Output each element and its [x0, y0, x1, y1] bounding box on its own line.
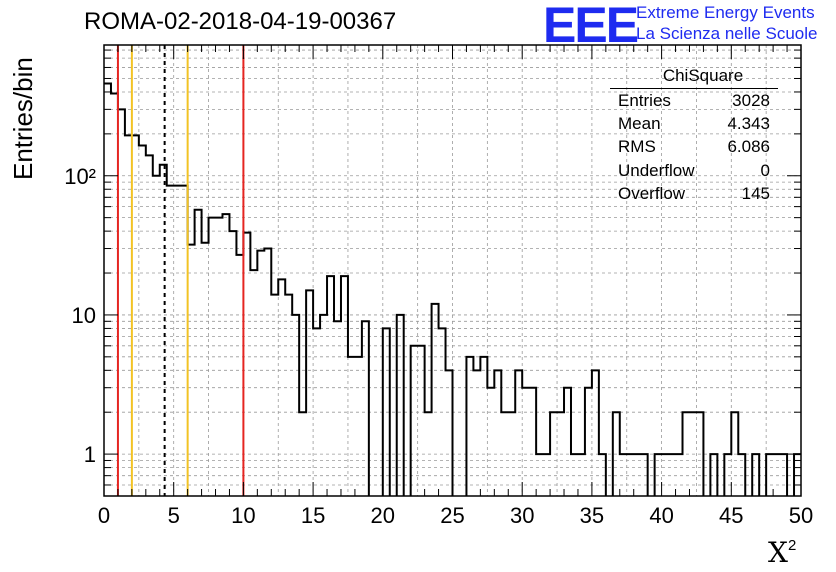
reference-lines	[116, 45, 245, 496]
logo-line-1: Extreme Energy Events	[636, 3, 815, 22]
histogram	[104, 82, 801, 496]
x-tick-label: 35	[580, 503, 604, 528]
eee-logo: EEE	[543, 0, 639, 53]
x-tick-label: 15	[301, 503, 325, 528]
stats-row: Mean 4.343	[610, 112, 778, 135]
stats-row: Entries 3028	[610, 89, 778, 112]
y-tick-label: 10	[72, 303, 96, 328]
stats-label: Underflow	[618, 160, 695, 180]
stats-value: 6.086	[727, 137, 770, 157]
y-tick-label: 1	[84, 442, 96, 467]
stats-value: 3028	[732, 91, 770, 110]
histogram-steps	[104, 82, 801, 496]
x-tick-label: 10	[231, 503, 255, 528]
stats-label: Overflow	[618, 183, 686, 203]
stats-label: Entries	[618, 91, 671, 110]
stats-value: 4.343	[727, 114, 770, 134]
stats-row: Overflow 145	[610, 182, 778, 205]
x-axis-superscript: 2	[787, 536, 797, 554]
x-tick-label: 20	[371, 503, 395, 528]
stats-value: 145	[741, 183, 770, 203]
stats-label: Mean	[618, 114, 661, 134]
stats-box: ChiSquare Entries 3028 Mean 4.343 RMS 6.…	[610, 64, 778, 205]
logo-line-2: La Scienza nelle Scuole	[636, 24, 818, 43]
stats-label: RMS	[618, 137, 656, 157]
stats-title: ChiSquare	[662, 66, 744, 85]
x-axis-label: X2	[768, 536, 796, 569]
x-tick-label: 30	[510, 503, 534, 528]
x-tick-label: 5	[168, 503, 180, 528]
chart-title: ROMA-02-2018-04-19-00367	[84, 8, 397, 35]
stats-divider	[610, 88, 778, 89]
stats-row: Underflow 0	[610, 159, 778, 182]
y-tick-label: 10²	[64, 164, 96, 189]
y-axis-label: Entries/bin	[8, 57, 38, 180]
x-tick-label: 25	[440, 503, 464, 528]
x-tick-label: 40	[649, 503, 673, 528]
x-tick-label: 50	[789, 503, 813, 528]
x-tick-label: 45	[719, 503, 743, 528]
stats-row: RMS 6.086	[610, 135, 778, 158]
x-axis-symbol: X	[768, 536, 788, 569]
stats-value: 0	[760, 160, 770, 180]
x-tick-label: 0	[98, 503, 110, 528]
axes: 0 5 10 15 20 25 30 35 40 45 50 1 10 10²	[64, 44, 813, 528]
